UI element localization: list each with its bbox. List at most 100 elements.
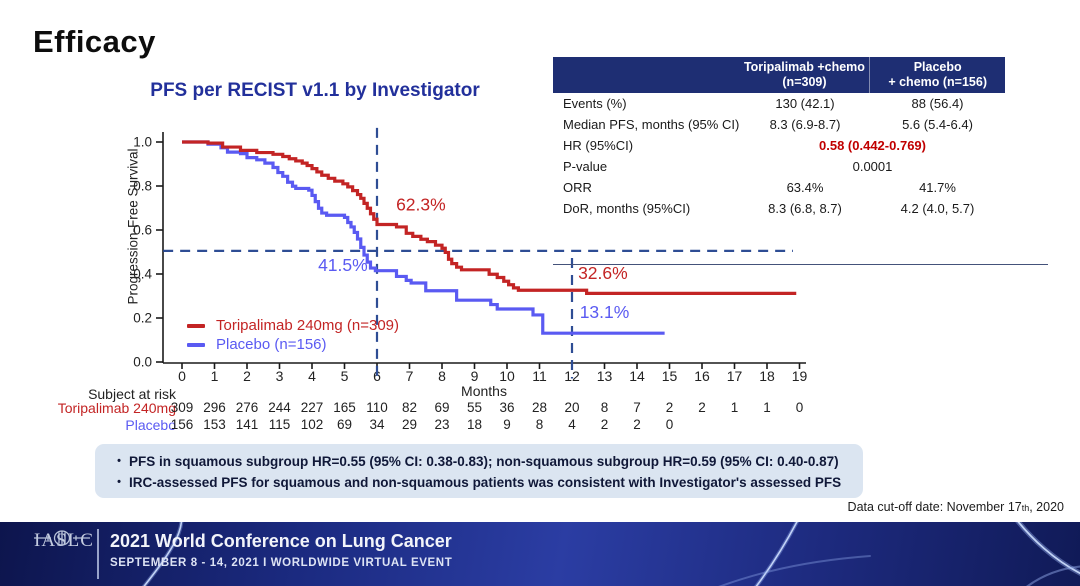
row-label: Events (%) <box>563 96 627 111</box>
legend-label: Toripalimab 240mg (n=309) <box>216 317 400 334</box>
summary-table-body: Events (%) 130 (42.1) 88 (56.4) Median PFS,… <box>553 93 1005 219</box>
y-tick-label: 1.0 <box>133 135 152 150</box>
summary-table-row: ORR 63.4% 41.7% <box>553 177 1005 198</box>
summary-table: Toripalimab +chemo (n=309) Placebo + che… <box>553 57 1048 265</box>
summary-table-row: P-value 0.0001 <box>553 156 1005 177</box>
risk-count: 7 <box>633 400 641 415</box>
row-value-toripalimab: 63.4% <box>786 180 824 195</box>
risk-count: 2 <box>698 400 706 415</box>
row-label: ORR <box>563 180 592 195</box>
risk-row-label: Placebo <box>125 417 176 433</box>
y-axis-label: Progression-Free Survival <box>125 148 141 305</box>
conference-subtitle: SEPTEMBER 8 - 14, 2021 I WORLDWIDE VIRTU… <box>110 557 453 569</box>
x-tick-label: 5 <box>341 368 349 384</box>
row-value-placebo: 88 (56.4) <box>911 96 964 111</box>
risk-count: 36 <box>499 400 515 415</box>
summary-table-header: Toripalimab +chemo (n=309) Placebo + che… <box>553 57 1005 93</box>
risk-count: 20 <box>564 400 580 415</box>
legend-item-toripalimab: Toripalimab 240mg (n=309) <box>187 316 399 335</box>
risk-count: 4 <box>568 417 576 432</box>
footer-banner: IASLC 2021 World Conference on Lung Canc… <box>0 522 1080 586</box>
risk-count: 34 <box>369 417 385 432</box>
x-tick-label: 9 <box>471 368 479 384</box>
row-value-toripalimab: 8.3 (6.9-8.7) <box>769 117 841 132</box>
risk-row-label: Toripalimab 240mg <box>57 400 176 416</box>
y-tick-label: 0.8 <box>133 179 152 194</box>
risk-count: 8 <box>535 417 544 432</box>
y-tick-label: 0.0 <box>133 355 152 370</box>
risk-count: 110 <box>366 400 388 415</box>
risk-count: 165 <box>333 400 356 415</box>
x-tick-label: 17 <box>727 368 743 384</box>
x-tick-label: 18 <box>759 368 775 384</box>
risk-count: 2 <box>600 417 609 432</box>
x-tick-label: 6 <box>373 368 381 384</box>
x-tick-label: 8 <box>438 368 446 384</box>
risk-count: 8 <box>600 400 609 415</box>
row-label: HR (95%CI) <box>563 138 634 153</box>
risk-count: 115 <box>268 417 291 432</box>
risk-count: 69 <box>336 417 353 432</box>
x-tick-label: 0 <box>178 368 186 384</box>
bullet-item: • IRC-assessed PFS for squamous and non-… <box>95 472 863 493</box>
x-tick-label: 14 <box>629 368 645 384</box>
risk-count: 69 <box>434 400 450 415</box>
y-tick-label: 0.4 <box>133 267 152 282</box>
bullet-icon: • <box>117 476 121 488</box>
summary-table-row: DoR, months (95%CI) 8.3 (6.8, 8.7) 4.2 (4.… <box>553 198 1005 219</box>
summary-table-row: HR (95%CI) 0.58 (0.442-0.769) <box>553 135 1005 156</box>
km-curve-red <box>182 140 797 295</box>
x-tick-label: 13 <box>597 368 613 384</box>
risk-count: 29 <box>401 417 418 432</box>
x-tick-label: 1 <box>211 368 219 384</box>
risk-count: 244 <box>268 400 291 415</box>
row-value-placebo: 4.2 (4.0, 5.7) <box>900 201 975 216</box>
risk-count: 102 <box>300 417 324 432</box>
x-tick-label: 15 <box>662 368 678 384</box>
x-tick-label: 16 <box>694 368 710 384</box>
risk-count: 141 <box>235 417 259 432</box>
row-value-placebo: 5.6 (5.4-6.4) <box>902 117 973 132</box>
row-value-span: 0.0001 <box>852 159 893 174</box>
page-title: Efficacy <box>33 24 156 59</box>
km-rate-annotation: 32.6% <box>578 263 628 283</box>
x-axis-label: Months <box>461 383 507 399</box>
risk-count: 227 <box>300 400 324 415</box>
risk-count: 153 <box>203 417 226 432</box>
blue-line-swatch <box>187 342 205 347</box>
risk-count: 23 <box>434 417 450 432</box>
row-value-span: 0.58 (0.442-0.769) <box>819 138 926 153</box>
y-tick-label: 0.2 <box>133 311 152 326</box>
risk-count: 28 <box>531 400 548 415</box>
iaslc-logo: IASLC <box>34 530 94 551</box>
row-value-toripalimab: 130 (42.1) <box>775 96 835 111</box>
row-value-placebo: 41.7% <box>919 180 956 195</box>
risk-count: 296 <box>203 400 226 415</box>
footer-divider <box>97 529 99 579</box>
legend-item-placebo: Placebo (n=156) <box>187 335 399 354</box>
key-findings-box: • PFS in squamous subgroup HR=0.55 (95% … <box>95 444 863 498</box>
risk-count: 9 <box>503 417 511 432</box>
dor-strikethrough-line <box>553 264 1048 265</box>
x-tick-label: 12 <box>564 368 580 384</box>
red-line-swatch <box>187 323 205 328</box>
risk-count: 156 <box>170 417 194 432</box>
km-rate-annotation: 62.3% <box>396 195 446 215</box>
bullet-icon: • <box>117 455 121 467</box>
data-cutoff-note: Data cut-off date: November 17th, 2020 <box>847 500 1064 514</box>
y-tick-label: 0.6 <box>133 223 152 238</box>
bullet-item: • PFS in squamous subgroup HR=0.55 (95% … <box>95 451 863 472</box>
risk-count: 2 <box>665 400 674 415</box>
risk-count: 2 <box>633 417 641 432</box>
x-tick-label: 19 <box>792 368 808 384</box>
row-label: P-value <box>563 159 608 174</box>
conference-title: 2021 World Conference on Lung Cancer <box>110 531 452 551</box>
risk-count: 55 <box>466 400 483 415</box>
x-tick-label: 3 <box>276 368 284 384</box>
x-tick-label: 7 <box>406 368 414 384</box>
chart-legend: Toripalimab 240mg (n=309) Placebo (n=156… <box>187 316 399 354</box>
summary-table-row: Median PFS, months (95% CI) 8.3 (6.9-8.7)… <box>553 114 1005 135</box>
risk-count: 0 <box>795 400 804 415</box>
iaslc-emblem-icon <box>34 530 90 546</box>
